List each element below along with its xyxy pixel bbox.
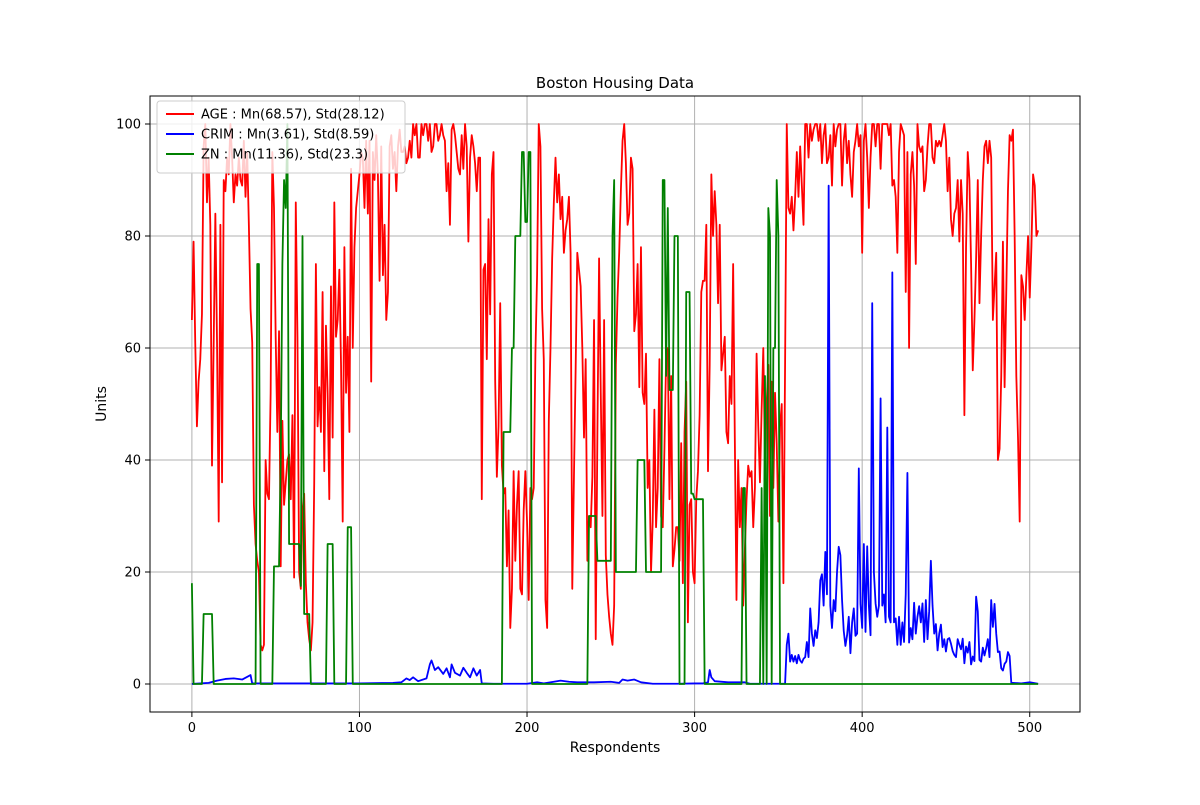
y-axis-label: Units [94, 386, 110, 422]
legend-label-crim: CRIM : Mn(3.61), Std(8.59) [201, 128, 374, 143]
x-tick-label: 300 [682, 721, 707, 736]
y-tick-label: 40 [124, 454, 141, 469]
legend-box [156, 100, 406, 174]
legend-label-zn: ZN : Mn(11.36), Std(23.3) [201, 148, 368, 163]
x-tick-label: 500 [1017, 721, 1042, 736]
y-tick-label: 100 [116, 118, 141, 133]
axis-ticks: 0 100 200 300 400 500 0 20 40 60 80 100 [116, 118, 1042, 737]
x-tick-label: 0 [188, 721, 196, 736]
chart-title: Boston Housing Data [536, 74, 694, 92]
axes-frame [149, 95, 1081, 713]
series-line-zn [190, 123, 1039, 685]
x-tick-label: 100 [347, 721, 372, 736]
legend-label-age: AGE : Mn(68.57), Std(28.12) [201, 108, 385, 123]
x-tick-label: 200 [515, 721, 540, 736]
legend: AGE : Mn(68.57), Std(28.12) CRIM : Mn(3.… [156, 100, 406, 174]
x-axis-label: Respondents [570, 740, 661, 756]
y-tick-label: 80 [124, 230, 141, 245]
series-line-crim [191, 184, 1039, 685]
y-tick-label: 20 [124, 566, 141, 581]
y-tick-label: 60 [124, 342, 141, 357]
plot-area [190, 123, 1039, 685]
x-tick-label: 400 [850, 721, 875, 736]
y-tick-label: 0 [133, 678, 141, 693]
